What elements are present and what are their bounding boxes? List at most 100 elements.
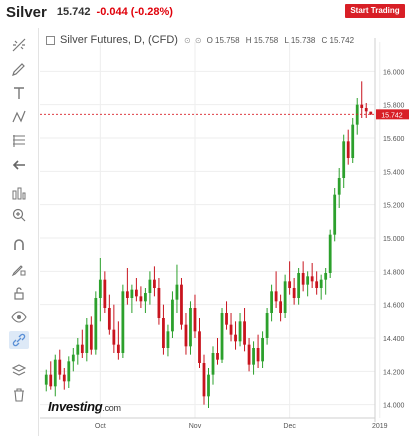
- zoom-tool[interactable]: [9, 206, 29, 224]
- candle-down: [157, 288, 161, 318]
- link-icon: [12, 333, 26, 347]
- candle-up: [297, 273, 301, 298]
- candle-up: [211, 353, 215, 375]
- crosshair-tool[interactable]: [9, 36, 29, 54]
- candle-down: [274, 291, 278, 302]
- low-value: L 15.738: [284, 35, 316, 45]
- candle-down: [243, 321, 246, 345]
- visibility-tool[interactable]: [9, 308, 29, 326]
- legend-controls[interactable]: ⊙ ⊙: [183, 35, 203, 45]
- fib-tool[interactable]: [9, 132, 29, 150]
- candle-down: [139, 296, 143, 302]
- chart-title: Silver Futures, D, (CFD): [60, 34, 178, 46]
- lock-drawings-tool[interactable]: [9, 260, 29, 278]
- fib-icon: [13, 135, 25, 147]
- candle-up: [94, 298, 98, 350]
- last-price-label-box: [376, 109, 409, 120]
- candle-up: [261, 338, 264, 362]
- candle-up: [265, 313, 269, 338]
- y-tick-label: 15.000: [383, 236, 405, 243]
- candle-down: [346, 141, 350, 158]
- back-arrow-icon: [12, 160, 25, 170]
- candle-down: [49, 374, 53, 387]
- x-tick-label: 2019: [372, 423, 388, 430]
- candle-up: [306, 276, 310, 285]
- link-tool[interactable]: [9, 331, 29, 349]
- candle-down: [369, 111, 373, 115]
- candle-down: [112, 329, 116, 345]
- candle-down: [116, 344, 120, 353]
- last-price-label: 15.742: [381, 112, 403, 119]
- y-tick-label: 14.800: [383, 269, 405, 276]
- magnet-tool[interactable]: [9, 236, 29, 254]
- unlock-icon: [14, 287, 24, 300]
- text-icon: [14, 87, 24, 99]
- candle-down: [153, 279, 156, 288]
- candle-up: [121, 291, 125, 353]
- candle-down: [292, 288, 296, 298]
- pattern-tool[interactable]: [9, 108, 29, 126]
- y-tick-label: 15.800: [383, 103, 405, 110]
- candle-down: [234, 334, 237, 342]
- candle-up: [252, 348, 255, 365]
- pencil-lock-icon: [11, 265, 26, 277]
- text-tool[interactable]: [9, 84, 29, 102]
- candle-up: [71, 354, 75, 362]
- candle-up: [333, 194, 337, 235]
- candle-down: [288, 281, 292, 288]
- candle-up: [238, 321, 242, 342]
- candle-up: [328, 234, 332, 273]
- candle-down: [216, 353, 219, 360]
- candle-up: [351, 124, 355, 158]
- drawing-toolbar: [0, 28, 39, 436]
- layers-tool[interactable]: [9, 362, 29, 380]
- candle-up: [67, 361, 71, 382]
- candle-down: [202, 363, 206, 397]
- candle-up: [76, 344, 80, 355]
- eye-icon: [11, 311, 27, 323]
- candle-up: [324, 273, 328, 280]
- candle-up: [166, 331, 170, 348]
- candle-down: [134, 289, 138, 297]
- high-value: H 15.758: [245, 35, 279, 45]
- candle-up: [175, 284, 179, 300]
- candle-down: [193, 308, 197, 332]
- pen-tool[interactable]: [9, 60, 29, 78]
- y-tick-label: 14.000: [383, 403, 405, 410]
- candle-up: [171, 299, 174, 332]
- candle-up: [319, 279, 323, 288]
- candle-down: [279, 301, 283, 313]
- chart-legend: Silver Futures, D, (CFD) ⊙ ⊙ O 15.758 H …: [46, 34, 358, 46]
- candle-up: [189, 308, 192, 347]
- back-tool[interactable]: [9, 156, 29, 174]
- trash-icon: [14, 388, 24, 402]
- candle-down: [58, 359, 62, 375]
- x-tick-label: Nov: [189, 423, 202, 430]
- candle-down: [256, 348, 260, 362]
- price-change: -0.044 (-0.28%): [96, 6, 173, 18]
- candle-down: [80, 344, 84, 353]
- candle-down: [198, 331, 201, 363]
- candle-up: [53, 359, 57, 387]
- measure-tool[interactable]: [9, 184, 29, 202]
- delete-tool[interactable]: [9, 386, 29, 404]
- pattern-icon: [12, 110, 26, 123]
- collapse-legend-icon[interactable]: [46, 35, 55, 45]
- candle-down: [310, 276, 314, 282]
- candle-up: [44, 374, 48, 385]
- candle-up: [220, 313, 224, 360]
- unlock-tool[interactable]: [9, 284, 29, 302]
- layers-icon: [11, 364, 27, 376]
- start-trading-button[interactable]: Start Trading: [345, 4, 405, 18]
- logo-domain: .com: [102, 403, 121, 413]
- candle-down: [315, 281, 319, 288]
- candle-up: [337, 178, 341, 195]
- last-price: 15.742: [56, 6, 91, 18]
- candle-down: [247, 344, 251, 365]
- candle-down: [229, 324, 233, 335]
- x-tick-label: Oct: [95, 423, 106, 430]
- candle-down: [364, 108, 368, 112]
- candle-up: [98, 279, 102, 298]
- investing-logo: Investing.com: [48, 399, 121, 414]
